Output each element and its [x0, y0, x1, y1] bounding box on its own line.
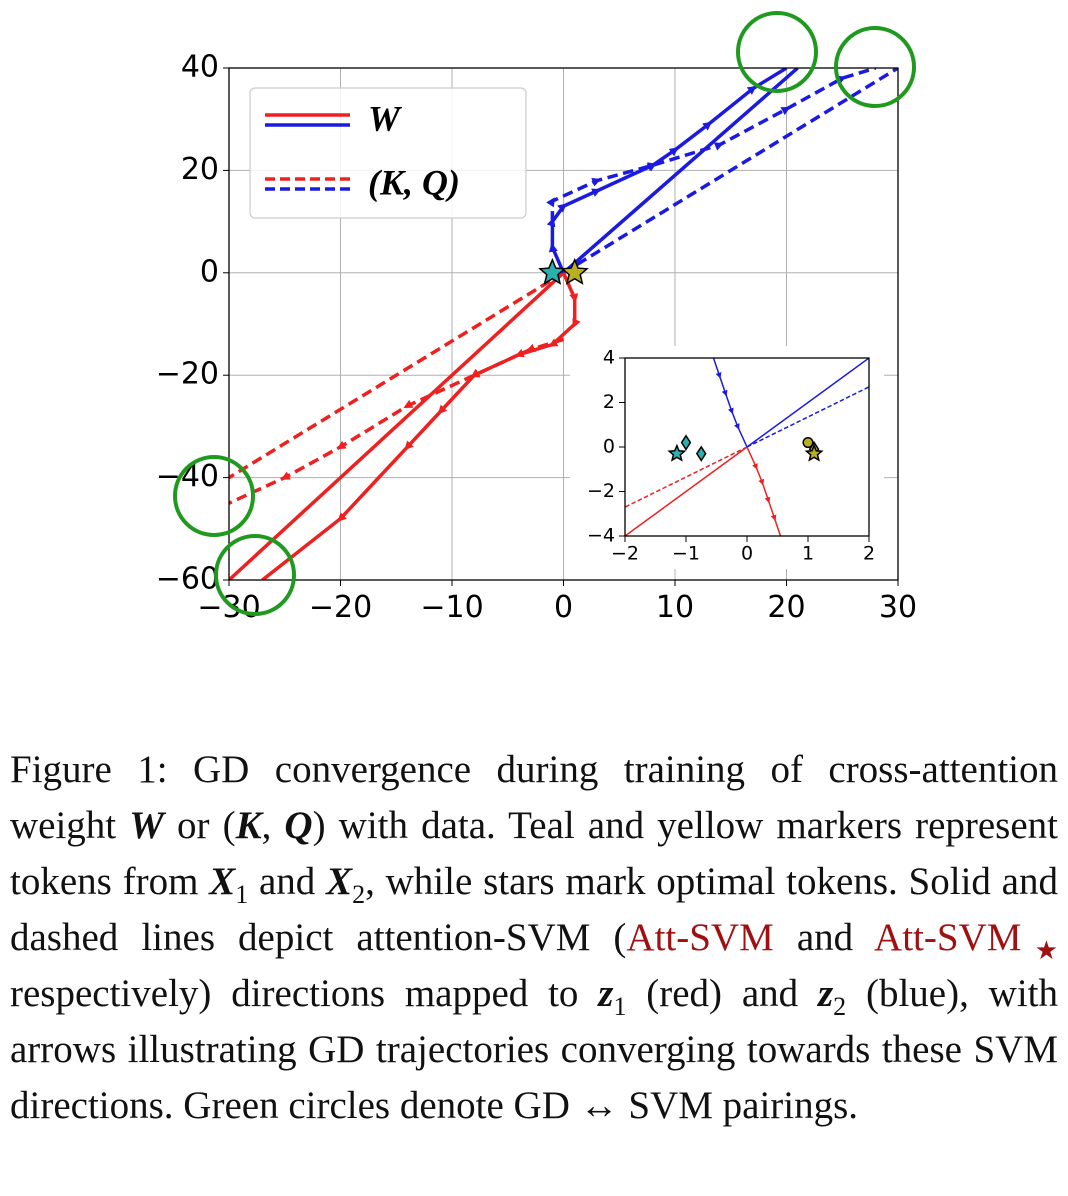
pairing-circle	[834, 26, 916, 108]
caption-subscript: 2	[352, 879, 366, 909]
plot-area	[625, 358, 869, 536]
x-tick-label: −1	[672, 543, 700, 565]
caption-math: K	[235, 804, 262, 847]
caption-highlight: Att-SVM	[874, 916, 1022, 959]
trajectory	[746, 386, 869, 448]
caption-text: (blue), with arrows illustrating GD traj…	[10, 972, 1058, 1127]
trajectory	[746, 446, 782, 536]
caption-text: ) with data. Teal and yellow markers rep…	[10, 804, 1059, 903]
caption-subscript: 2	[833, 991, 847, 1021]
x-tick-label: 10	[656, 590, 694, 625]
x-tick-label: 1	[802, 543, 814, 565]
caption-text: , while stars mark optimal tokens. Solid…	[10, 860, 1058, 959]
diamond-marker	[695, 445, 707, 462]
caption-text: and	[248, 860, 327, 903]
caption-math: W	[129, 804, 164, 847]
caption-subscript: 1	[613, 991, 627, 1021]
caption-math: X	[209, 860, 236, 903]
trajectory	[229, 337, 565, 505]
trajectory	[746, 358, 869, 448]
pairing-circle	[736, 11, 818, 93]
plot-area	[229, 68, 898, 580]
caption-text: (red) and	[626, 972, 818, 1015]
y-tick-label: 20	[181, 152, 219, 187]
x-tick-label: −2	[611, 543, 639, 565]
caption-math: z	[817, 972, 834, 1015]
axes-frame	[624, 357, 870, 537]
x-tick-label: 0	[741, 543, 753, 565]
trajectory	[625, 446, 748, 536]
x-tick-label: −30	[197, 590, 260, 625]
x-tick-label: −10	[420, 590, 483, 625]
y-tick-label: 0	[603, 436, 615, 458]
axes-frame	[228, 67, 899, 581]
caption-text: or (	[163, 804, 236, 847]
caption-subscript: 1	[235, 879, 249, 909]
y-tick-label: 4	[603, 347, 615, 369]
caption-math: z	[598, 972, 614, 1015]
y-tick-label: 0	[200, 254, 219, 289]
x-tick-label: −20	[309, 590, 372, 625]
legend-label: W	[368, 98, 403, 138]
x-tick-label: 30	[879, 590, 917, 625]
y-tick-label: 40	[181, 50, 219, 85]
pairing-circles	[173, 11, 916, 616]
caption-text: ,	[261, 804, 285, 847]
star-marker	[667, 443, 687, 462]
caption-text: Figure 1: GD convergence during training…	[10, 748, 1058, 847]
caption: Figure 1: GD convergence during training…	[10, 742, 1058, 1134]
caption-text: respectively) directions mapped to	[10, 972, 599, 1015]
caption-math: X	[326, 860, 353, 903]
y-tick-label: −2	[587, 480, 615, 502]
trajectory	[229, 271, 565, 580]
diamond-marker	[680, 434, 692, 451]
caption-subscript: ★	[1021, 935, 1058, 965]
caption-highlight: Att-SVM	[626, 916, 774, 959]
y-tick-label: −4	[587, 525, 615, 547]
y-tick-label: −40	[156, 459, 219, 494]
trajectory	[261, 272, 581, 580]
circle-marker	[802, 437, 814, 449]
x-tick-label: 2	[863, 543, 875, 565]
pairing-circle	[173, 455, 255, 537]
trajectory	[625, 446, 748, 508]
y-tick-label: −60	[156, 562, 219, 597]
trajectory	[712, 358, 748, 448]
caption-text: and	[773, 916, 875, 959]
y-tick-label: −20	[156, 357, 219, 392]
pairing-circle	[214, 534, 296, 616]
x-tick-label: 0	[554, 590, 573, 625]
star-marker	[560, 257, 589, 285]
legend-box	[249, 87, 527, 219]
star-marker	[804, 443, 824, 462]
trajectory	[546, 68, 877, 222]
legend: W (K, Q)	[249, 87, 527, 219]
y-tick-label: 2	[603, 391, 615, 413]
legend-label: (K, Q)	[368, 162, 460, 202]
caption-math: Q	[284, 804, 313, 847]
x-tick-label: 20	[767, 590, 805, 625]
